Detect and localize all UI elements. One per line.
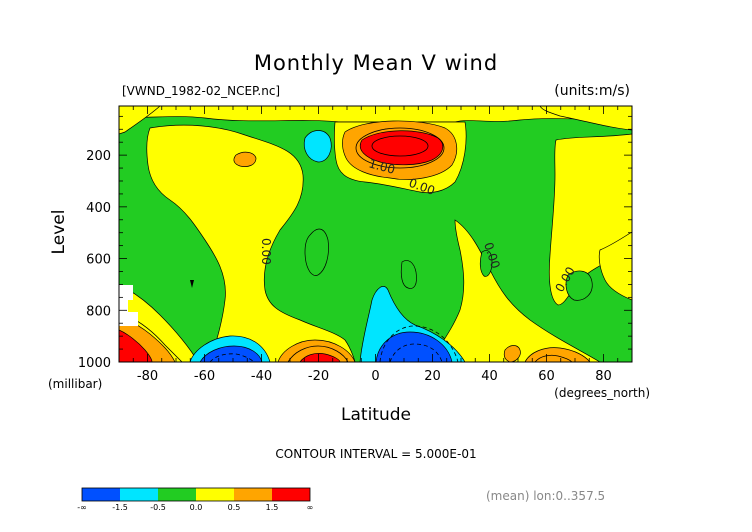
mean-note: (mean) lon:0..357.5: [486, 489, 605, 503]
green-island-4: [565, 270, 593, 301]
dash-bottom-center-2: [389, 343, 443, 362]
missing-data: [119, 285, 138, 326]
red-core: [359, 130, 444, 166]
colorbar-swatch: [82, 488, 120, 501]
x-tick-labels: -80 -60 -40 -20 0 20 40 60 80: [137, 369, 612, 384]
y-axis-label: Level: [49, 210, 69, 255]
chart-title: Monthly Mean V wind: [254, 51, 498, 75]
green-island-2: [479, 250, 493, 277]
contour-bottom-right: [534, 354, 573, 362]
colorbar-label: ∞: [307, 503, 314, 512]
colorbar-label: 0.0: [190, 503, 203, 512]
plot-area: 1.00 0.00 0.00 0.00 0.00: [118, 105, 633, 363]
contour-interval: CONTOUR INTERVAL = 5.000E-01: [275, 447, 476, 461]
colorbar-label: 0.5: [228, 503, 241, 512]
x-tick-label: 0: [371, 369, 379, 384]
colorbar-label: -1.5: [112, 503, 128, 512]
red-bottom-mid: [299, 353, 341, 362]
x-unit: (degrees_north): [554, 386, 650, 400]
colorbar-swatch: [158, 488, 196, 501]
x-tick-label: 80: [595, 369, 612, 384]
y-unit: (millibar): [48, 377, 102, 391]
colorbar-swatch: [120, 488, 158, 501]
green-island-3: [400, 260, 417, 289]
x-tick-label: 60: [538, 369, 555, 384]
x-tick-label: -60: [194, 369, 215, 384]
contour-fill: [119, 106, 632, 362]
x-tick-label: -20: [308, 369, 329, 384]
green-island-1: [304, 228, 329, 276]
yellow-left-plume: [146, 124, 356, 362]
units-label: (units:m/s): [554, 83, 630, 99]
y-tick-label: 1000: [78, 356, 111, 371]
orange-bottom-mid: [277, 339, 356, 362]
contour-label-3: 0.00: [259, 238, 273, 265]
contour-label-1: 1.00: [367, 156, 396, 176]
small-mark: [190, 280, 194, 288]
orange-bottom-right-2: [524, 347, 591, 362]
y-tick-label: 800: [86, 304, 111, 319]
x-axis-label: Latitude: [341, 405, 411, 425]
colorbar-frame: [81, 487, 311, 502]
colorbar-label: -∞: [77, 503, 87, 512]
contour-ring-2: [355, 127, 445, 169]
colorbar-label: 1.5: [266, 503, 279, 512]
yellow-left-top: [119, 106, 161, 135]
yellow-right-top: [539, 106, 632, 131]
yellow-right-edge: [598, 231, 632, 301]
y-tick-label: 400: [86, 201, 111, 216]
red-bottom-left: [119, 329, 153, 362]
x-tick-label: -80: [137, 369, 158, 384]
colorbar-label: -0.5: [150, 503, 166, 512]
colorbar-swatch: [234, 488, 272, 501]
blue-bottom-center: [375, 331, 453, 362]
contour-bottom-mid: [287, 345, 349, 362]
contour-ring-1: [371, 135, 429, 157]
orange-small-left: [233, 151, 257, 167]
x-tick-label: -40: [251, 369, 272, 384]
cyan-top: [303, 130, 332, 163]
colorbar-swatch: [272, 488, 310, 501]
colorbar: -∞ -1.5 -0.5 0.0 0.5 1.5 ∞: [77, 487, 314, 512]
x-tick-label: 40: [481, 369, 498, 384]
y-tick-labels: 200 400 600 800 1000: [78, 149, 111, 371]
dash-bottom-left: [209, 353, 255, 362]
file-label: [VWND_1982-02_NCEP.nc]: [122, 84, 280, 98]
y-tick-label: 600: [86, 253, 111, 268]
colorbar-swatch: [196, 488, 234, 501]
x-tick-label: 20: [424, 369, 441, 384]
axis-ticks: [118, 106, 633, 363]
y-tick-label: 200: [86, 149, 111, 164]
